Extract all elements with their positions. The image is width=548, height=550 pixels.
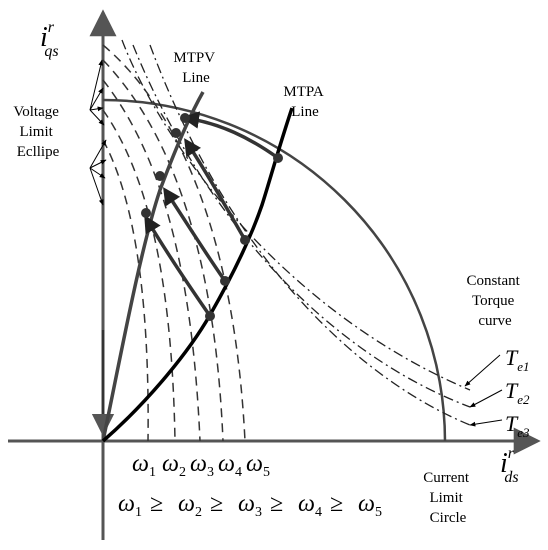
- voltage-ellipse-1: [102, 139, 149, 442]
- torque-label-te1: Te1: [505, 345, 530, 374]
- current-limit-circle: [102, 98, 447, 442]
- current-limit-label: Current Limit Circle: [423, 470, 473, 526]
- torque-curve-1: [121, 39, 471, 391]
- axes: [8, 9, 541, 540]
- point-mtpv-2: [155, 171, 165, 181]
- torque-curve-2: [132, 44, 471, 408]
- point-circle-mtpv: [180, 113, 190, 123]
- omega-ticks: ω1 ω2 ω3 ω4 ω5: [132, 451, 270, 482]
- traj-arrow-mid: [163, 187, 227, 282]
- omega-relation: ω1 ≥ ω2 ≥ ω3 ≥ ω4 ≥ ω5: [118, 491, 382, 522]
- constant-torque-curves: [121, 39, 471, 426]
- torque-curve-3: [149, 44, 471, 426]
- trajectory-arrows: [144, 111, 280, 317]
- traj-arrow-low: [144, 214, 212, 317]
- voltage-limit-label: Voltage Limit Ecllipe: [13, 104, 62, 160]
- torque-label-pointers: [464, 354, 503, 427]
- voltage-ellipse-5: [102, 44, 246, 442]
- voltage-ellipse-2: [102, 109, 176, 442]
- voltage-label-pointers: [89, 59, 107, 206]
- torque-label-te3: Te3: [505, 411, 530, 440]
- point-mtpv-1: [171, 128, 181, 138]
- constant-torque-label: Constant Torque curve: [466, 273, 523, 329]
- x-axis-label: ir ds: [500, 445, 519, 486]
- point-circle-mtpa: [273, 153, 283, 163]
- torque-label-te2: Te2: [505, 378, 530, 407]
- point-mtpv-3: [141, 208, 151, 218]
- traj-arrow-top: [184, 138, 247, 241]
- voltage-ellipse-3: [102, 79, 201, 442]
- point-mtpa-3: [205, 311, 215, 321]
- voltage-limit-ellipses: [102, 44, 246, 442]
- voltage-ellipse-4: [102, 59, 224, 442]
- mtpv-label: MTPV Line: [173, 50, 218, 86]
- mtpa-line: [101, 107, 294, 443]
- intersection-points: [141, 113, 283, 321]
- y-axis-label: ir qs: [40, 19, 59, 60]
- point-mtpa-2: [220, 276, 230, 286]
- point-mtpa-1: [240, 235, 250, 245]
- mtpa-label: MTPA Line: [283, 84, 326, 120]
- traj-arrow-circle: [181, 111, 280, 160]
